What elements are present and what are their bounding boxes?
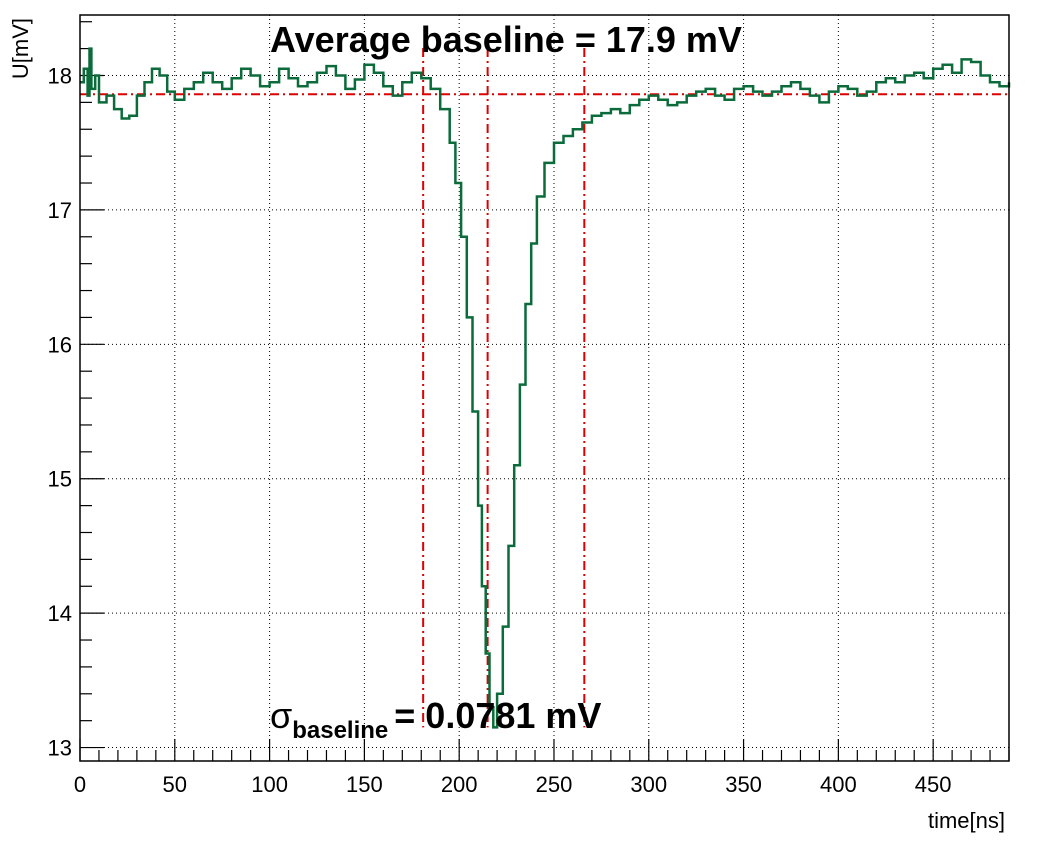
plot-frame — [79, 14, 1010, 762]
sigma-baseline-annotation: σbaseline = 0.0781 mV — [270, 695, 601, 744]
x-tick-label: 450 — [915, 772, 952, 797]
voltage-trace — [80, 47, 1011, 729]
y-tick-labels: 13 14 15 16 17 18 — [48, 63, 72, 760]
reference-lines — [80, 48, 1009, 728]
minor-ticks — [80, 21, 1010, 761]
x-tick-label: 100 — [251, 772, 288, 797]
y-tick-label: 16 — [48, 332, 72, 357]
y-axis-title: U[mV] — [8, 18, 33, 79]
y-tick-label: 18 — [48, 63, 72, 88]
x-tick-label: 50 — [163, 772, 187, 797]
x-tick-label: 0 — [74, 772, 86, 797]
average-baseline-annotation: Average baseline = 17.9 mV — [270, 19, 742, 60]
sigma-symbol: σ — [270, 695, 292, 736]
x-tick-label: 150 — [346, 772, 383, 797]
y-tick-label: 17 — [48, 198, 72, 223]
x-axis-title: time[ns] — [928, 808, 1005, 833]
y-tick-label: 13 — [48, 736, 72, 761]
grid — [80, 15, 1009, 761]
y-tick-label: 14 — [48, 601, 72, 626]
x-tick-label: 350 — [725, 772, 762, 797]
x-tick-label: 200 — [441, 772, 478, 797]
x-tick-label: 250 — [536, 772, 573, 797]
x-tick-label: 400 — [820, 772, 857, 797]
y-tick-label: 15 — [48, 467, 72, 492]
sigma-subscript: baseline — [292, 717, 388, 744]
plot-frame-background — [80, 15, 1009, 761]
x-tick-labels: 0 50 100 150 200 250 300 350 400 450 — [74, 772, 952, 797]
sigma-value: = 0.0781 mV — [394, 695, 601, 736]
x-tick-label: 300 — [630, 772, 667, 797]
